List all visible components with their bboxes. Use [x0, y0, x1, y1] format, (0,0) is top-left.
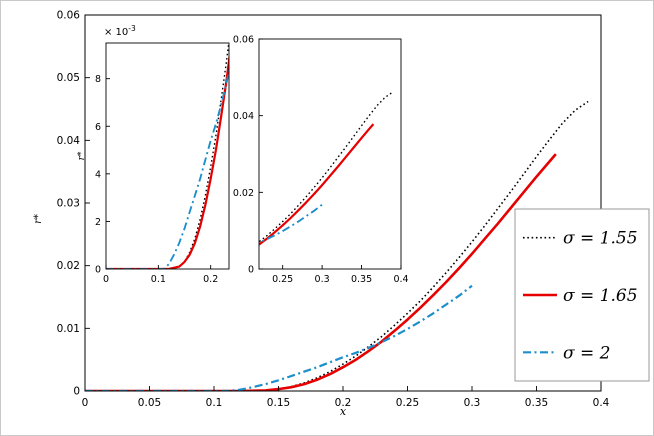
y-tick-label: 0.04 [57, 135, 81, 147]
y-tick-label: 0.04 [233, 111, 254, 122]
y-tick-label: 0.06 [57, 10, 81, 22]
y-tick-label: 6 [95, 122, 101, 133]
y-tick-label: 0 [248, 265, 254, 276]
y-axis-multiplier-label: × 10-3 [104, 24, 136, 38]
x-tick-label: 0.4 [393, 274, 408, 285]
legend-entry-label: σ = 1.55 [563, 229, 638, 249]
series-line-1 [106, 52, 229, 269]
y-tick-label: 8 [95, 74, 101, 85]
x-tick-label: 0.35 [525, 397, 548, 409]
x-tick-label: 0.2 [203, 274, 218, 285]
x-tick-label: 0.25 [396, 397, 419, 409]
inset-right-axes-background [259, 39, 401, 269]
x-tick-label: 0.25 [272, 274, 293, 285]
x-tick-label: 0.05 [138, 397, 161, 409]
y-tick-label: 0 [95, 265, 101, 276]
x-tick-label: 0.2 [335, 397, 352, 409]
x-tick-label: 0.4 [593, 397, 610, 409]
y-tick-label: 0 [73, 386, 80, 398]
x-axis-label: x [340, 405, 347, 418]
inset-right-axes-box [258, 38, 402, 270]
series-line-0 [85, 100, 589, 391]
series-line-2 [106, 67, 229, 269]
y-tick-label: 0.02 [233, 188, 254, 199]
inset-right-axes: 0.25 0.3 0.35 0.4 0 0.02 0.04 0.06 [233, 35, 409, 286]
y-tick-label: 4 [95, 169, 101, 180]
legend-entry-label: σ = 2 [563, 343, 610, 363]
y-tick-label: 0.02 [57, 260, 80, 272]
y-tick-label: 0.05 [57, 72, 80, 84]
series-line-1 [259, 123, 375, 246]
inset-y-axis-label: r* [77, 151, 87, 160]
x-tick-label: 0.1 [151, 274, 166, 285]
y-tick-label: 2 [95, 217, 101, 228]
series-line-1 [85, 153, 557, 391]
inset-left-axes-background [106, 43, 229, 269]
x-tick-label: 0.35 [351, 274, 372, 285]
x-tick-label: 0.1 [206, 397, 223, 409]
y-tick-label: 0.01 [57, 323, 80, 335]
y-tick-label: 0.06 [233, 35, 254, 46]
y-axis-label: r* [33, 214, 44, 224]
inset-left-axes: 0 0.1 0.2 0 2 4 6 8 × 10-3 r* [77, 24, 230, 285]
y-tick-label: 0.03 [57, 198, 80, 210]
x-tick-label: 0 [82, 397, 89, 409]
series-line-2 [259, 203, 323, 244]
inset-left-axes-box [105, 42, 230, 270]
legend: σ = 1.55 σ = 1.65 σ = 2 [514, 208, 650, 382]
x-tick-label: 0 [103, 274, 109, 285]
x-tick-label: 0.3 [315, 274, 330, 285]
x-tick-label: 0.15 [267, 397, 290, 409]
legend-entry-label: σ = 1.65 [563, 286, 638, 306]
x-tick-label: 0.3 [464, 397, 481, 409]
